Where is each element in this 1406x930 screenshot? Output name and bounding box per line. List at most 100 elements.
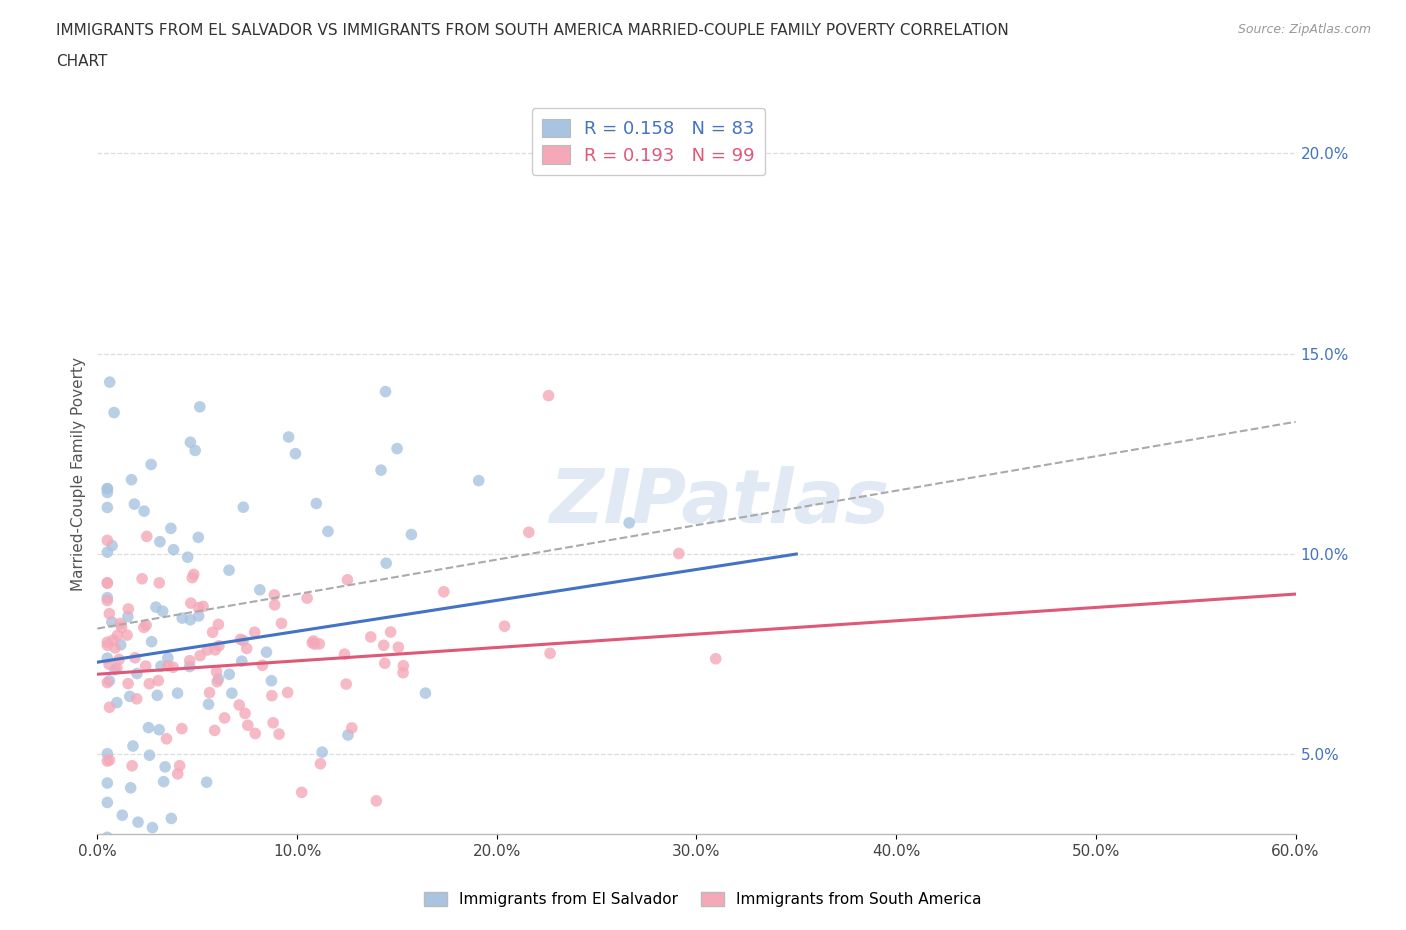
- Point: [191, 599, 214, 614]
- Point: [179, 612, 201, 627]
- Point: [96, 795, 118, 810]
- Point: [335, 677, 357, 692]
- Point: [156, 658, 179, 673]
- Point: [127, 815, 149, 830]
- Point: [243, 625, 266, 640]
- Point: [375, 556, 398, 571]
- Point: [110, 616, 132, 631]
- Point: [160, 811, 183, 826]
- Point: [373, 638, 395, 653]
- Point: [98, 657, 121, 671]
- Point: [277, 685, 299, 700]
- Legend: Immigrants from El Salvador, Immigrants from South America: Immigrants from El Salvador, Immigrants …: [418, 885, 988, 913]
- Point: [291, 785, 314, 800]
- Point: [235, 641, 257, 656]
- Point: [337, 727, 360, 742]
- Point: [111, 808, 134, 823]
- Point: [180, 596, 202, 611]
- Text: CHART: CHART: [56, 54, 108, 69]
- Point: [149, 535, 172, 550]
- Point: [96, 844, 118, 859]
- Point: [148, 896, 170, 910]
- Point: [96, 830, 118, 844]
- Point: [309, 756, 332, 771]
- Point: [204, 723, 226, 737]
- Point: [145, 600, 167, 615]
- Point: [148, 723, 170, 737]
- Point: [104, 662, 127, 677]
- Y-axis label: Married-Couple Family Poverty: Married-Couple Family Poverty: [72, 357, 86, 591]
- Point: [392, 658, 415, 673]
- Point: [233, 706, 256, 721]
- Point: [96, 651, 118, 666]
- Point: [301, 635, 323, 650]
- Point: [619, 515, 641, 530]
- Point: [668, 546, 690, 561]
- Point: [98, 606, 121, 621]
- Point: [166, 766, 188, 781]
- Point: [517, 525, 540, 539]
- Point: [169, 758, 191, 773]
- Point: [179, 659, 201, 674]
- Point: [96, 753, 118, 768]
- Point: [537, 388, 560, 403]
- Point: [118, 689, 141, 704]
- Point: [141, 634, 163, 649]
- Point: [135, 658, 157, 673]
- Point: [433, 584, 456, 599]
- Point: [135, 529, 157, 544]
- Point: [141, 820, 163, 835]
- Point: [96, 533, 118, 548]
- Point: [197, 697, 219, 711]
- Point: [96, 746, 118, 761]
- Point: [138, 748, 160, 763]
- Point: [207, 617, 229, 631]
- Point: [132, 504, 155, 519]
- Point: [401, 527, 423, 542]
- Point: [138, 720, 160, 735]
- Point: [179, 653, 201, 668]
- Point: [201, 625, 224, 640]
- Point: [195, 775, 218, 790]
- Point: [208, 638, 231, 653]
- Point: [152, 774, 174, 789]
- Point: [96, 485, 118, 500]
- Point: [105, 660, 128, 675]
- Point: [96, 638, 118, 653]
- Point: [308, 636, 330, 651]
- Point: [205, 674, 228, 689]
- Point: [105, 695, 128, 710]
- Point: [103, 405, 125, 420]
- Point: [120, 780, 142, 795]
- Point: [187, 530, 209, 545]
- Point: [162, 542, 184, 557]
- Text: IMMIGRANTS FROM EL SALVADOR VS IMMIGRANTS FROM SOUTH AMERICA MARRIED-COUPLE FAMI: IMMIGRANTS FROM EL SALVADOR VS IMMIGRANT…: [56, 23, 1010, 38]
- Point: [107, 628, 129, 643]
- Point: [204, 643, 226, 658]
- Point: [262, 715, 284, 730]
- Point: [187, 600, 209, 615]
- Point: [125, 691, 148, 706]
- Point: [98, 673, 121, 688]
- Point: [214, 711, 236, 725]
- Point: [155, 731, 177, 746]
- Point: [415, 685, 437, 700]
- Point: [153, 760, 176, 775]
- Point: [284, 446, 307, 461]
- Point: [160, 521, 183, 536]
- Point: [229, 631, 252, 646]
- Point: [125, 666, 148, 681]
- Point: [96, 576, 118, 591]
- Point: [135, 618, 157, 632]
- Point: [96, 500, 118, 515]
- Point: [260, 688, 283, 703]
- Point: [117, 609, 139, 624]
- Point: [336, 572, 359, 587]
- Point: [148, 576, 170, 591]
- Point: [256, 644, 278, 659]
- Point: [302, 633, 325, 648]
- Point: [245, 726, 267, 741]
- Point: [96, 591, 118, 605]
- Point: [115, 628, 138, 643]
- Point: [218, 563, 240, 578]
